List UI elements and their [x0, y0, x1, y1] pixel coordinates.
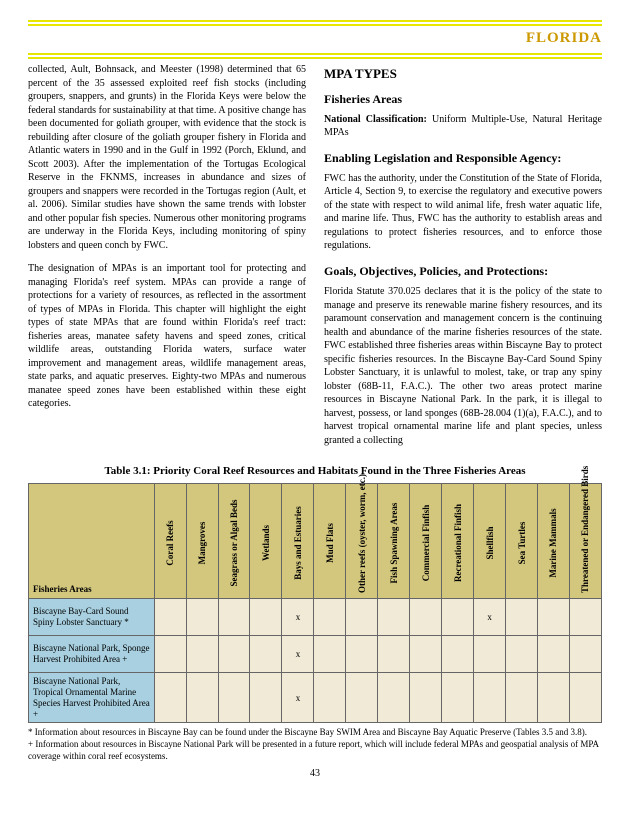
top-rules [28, 20, 602, 26]
left-p1: collected, Ault, Bohnsack, and Meester (… [28, 63, 306, 252]
footnote-1: * Information about resources in Biscayn… [28, 727, 602, 739]
cell [154, 599, 186, 636]
two-columns: collected, Ault, Bohnsack, and Meester (… [28, 63, 602, 457]
cell [410, 599, 442, 636]
cell [218, 673, 250, 723]
cell: x [282, 599, 314, 636]
col-header: Threatened or Endangered Birds [569, 484, 601, 599]
footnote-2: + Information about resources in Biscayn… [28, 739, 602, 762]
table-body: Biscayne Bay-Card Sound Spiny Lobster Sa… [29, 599, 602, 723]
col-header: Shellfish [474, 484, 506, 599]
cell [538, 636, 570, 673]
table-row: Biscayne National Park, Sponge Harvest P… [29, 636, 602, 673]
table-header-row: Fisheries Areas Coral ReefsMangrovesSeag… [29, 484, 602, 599]
col-header: Marine Mammals [538, 484, 570, 599]
cell [218, 636, 250, 673]
cell [538, 673, 570, 723]
fisheries-heading: Fisheries Areas [324, 91, 602, 107]
col-header: Mangroves [186, 484, 218, 599]
cell: x [282, 673, 314, 723]
left-p2: The designation of MPAs is an important … [28, 262, 306, 411]
cell [378, 636, 410, 673]
cell: x [474, 599, 506, 636]
cell [442, 673, 474, 723]
cell [442, 636, 474, 673]
cell [378, 599, 410, 636]
legislation-heading: Enabling Legislation and Responsible Age… [324, 150, 602, 166]
mpa-types-heading: MPA TYPES [324, 65, 602, 83]
cell [410, 673, 442, 723]
cell [474, 636, 506, 673]
right-column: MPA TYPES Fisheries Areas National Class… [324, 63, 602, 457]
col-header: Wetlands [250, 484, 282, 599]
nc-label: National Classification: [324, 114, 427, 125]
national-classification: National Classification: Uniform Multipl… [324, 113, 602, 140]
right-p1: FWC has the authority, under the Constit… [324, 172, 602, 253]
table-title: Table 3.1: Priority Coral Reef Resources… [28, 465, 602, 477]
cell [378, 673, 410, 723]
col-header: Sea Turtles [506, 484, 538, 599]
page: FLORIDA collected, Ault, Bohnsack, and M… [0, 0, 630, 794]
cell [538, 599, 570, 636]
cell [250, 636, 282, 673]
table-row: Biscayne National Park, Tropical Ornamen… [29, 673, 602, 723]
cell [410, 636, 442, 673]
cell [250, 599, 282, 636]
left-column: collected, Ault, Bohnsack, and Meester (… [28, 63, 306, 457]
col-header: Commercial Finfish [410, 484, 442, 599]
cell [474, 673, 506, 723]
col-header: Mud Flats [314, 484, 346, 599]
cell: x [282, 636, 314, 673]
goals-heading: Goals, Objectives, Policies, and Protect… [324, 263, 602, 279]
divider-rules [28, 53, 602, 59]
cell [186, 636, 218, 673]
cell [314, 599, 346, 636]
page-number: 43 [28, 768, 602, 779]
table-row: Biscayne Bay-Card Sound Spiny Lobster Sa… [29, 599, 602, 636]
cell [346, 673, 378, 723]
cell [346, 599, 378, 636]
cell [506, 636, 538, 673]
col-header: Bays and Estuaries [282, 484, 314, 599]
fisheries-table: Fisheries Areas Coral ReefsMangrovesSeag… [28, 483, 602, 723]
col-header: Other reefs (oyster, worm, etc.) [346, 484, 378, 599]
cell [186, 599, 218, 636]
cell [346, 636, 378, 673]
header-title: FLORIDA [28, 30, 602, 47]
cell [442, 599, 474, 636]
cell [506, 673, 538, 723]
cell [314, 673, 346, 723]
row-label: Biscayne Bay-Card Sound Spiny Lobster Sa… [29, 599, 155, 636]
cell [218, 599, 250, 636]
col-header: Recreational Finfish [442, 484, 474, 599]
cell [506, 599, 538, 636]
cell [250, 673, 282, 723]
cell [154, 673, 186, 723]
right-p2: Florida Statute 370.025 declares that it… [324, 285, 602, 447]
cell [569, 673, 601, 723]
row-label: Biscayne National Park, Sponge Harvest P… [29, 636, 155, 673]
col-header: Fish Spawning Areas [378, 484, 410, 599]
cell [186, 673, 218, 723]
footnotes: * Information about resources in Biscayn… [28, 727, 602, 762]
row-label: Biscayne National Park, Tropical Ornamen… [29, 673, 155, 723]
cell [154, 636, 186, 673]
cell [569, 599, 601, 636]
col-header: Coral Reefs [154, 484, 186, 599]
cell [569, 636, 601, 673]
col-header: Seagrass or Algal Beds [218, 484, 250, 599]
cell [314, 636, 346, 673]
corner-cell: Fisheries Areas [29, 484, 155, 599]
